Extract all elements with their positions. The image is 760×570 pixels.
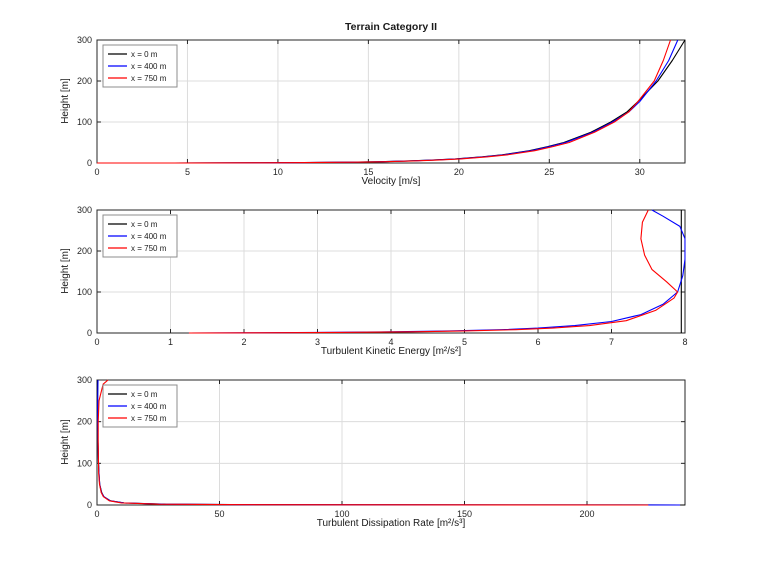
series-line-x-400-m <box>97 379 681 506</box>
ylabel-height-3: Height [m] <box>60 419 71 465</box>
series-line-x-400-m <box>188 209 686 334</box>
y-tick-label: 300 <box>77 205 92 215</box>
x-tick-label: 50 <box>214 509 224 519</box>
x-tick-label: 2 <box>241 337 246 347</box>
legend-label: x = 400 m <box>131 62 167 71</box>
series-line-x-750-m <box>97 379 649 506</box>
y-tick-label: 100 <box>77 117 92 127</box>
series-group <box>96 379 686 506</box>
y-tick-label: 200 <box>77 417 92 427</box>
legend-label: x = 0 m <box>131 50 158 59</box>
y-tick-label: 300 <box>77 375 92 385</box>
axes-box <box>96 39 686 164</box>
y-tick-label: 200 <box>77 246 92 256</box>
y-tick-label: 0 <box>87 328 92 338</box>
legend-label: x = 400 m <box>131 232 167 241</box>
x-tick-label: 100 <box>334 509 349 519</box>
xlabel-tke: Turbulent Kinetic Energy [m²/s²] <box>320 346 462 357</box>
x-tick-label: 4 <box>388 337 393 347</box>
x-tick-label: 8 <box>682 337 687 347</box>
x-tick-label: 30 <box>635 167 645 177</box>
ylabel-height-1: Height [m] <box>60 78 71 124</box>
series-group <box>97 39 686 164</box>
series-line-x-750-m <box>188 209 679 334</box>
xlabel-velocity: Velocity [m/s] <box>361 176 421 187</box>
grid <box>96 39 685 164</box>
legend-label: x = 0 m <box>131 220 158 229</box>
x-tick-label: 200 <box>579 509 594 519</box>
series-line-x-400-m <box>97 39 679 164</box>
x-tick-label: 3 <box>315 337 320 347</box>
figure-title: Terrain Category II <box>345 21 437 33</box>
legend-label: x = 0 m <box>131 390 158 399</box>
x-tick-label: 0 <box>94 337 99 347</box>
legend-label: x = 750 m <box>131 74 167 83</box>
y-tick-label: 100 <box>77 287 92 297</box>
series-line-x-0-m <box>97 39 686 164</box>
y-tick-label: 200 <box>77 76 92 86</box>
x-tick-label: 6 <box>535 337 540 347</box>
axes-box <box>96 379 686 506</box>
x-tick-label: 7 <box>609 337 614 347</box>
x-tick-label: 150 <box>457 509 472 519</box>
ylabel-height-2: Height [m] <box>60 248 71 294</box>
legend-label: x = 400 m <box>131 402 167 411</box>
x-tick-label: 0 <box>94 509 99 519</box>
x-tick-label: 20 <box>454 167 464 177</box>
legend: x = 0 m x = 400 m x = 750 m <box>102 44 178 88</box>
legend: x = 0 m x = 400 m x = 750 m <box>102 384 178 428</box>
series-group <box>188 209 686 334</box>
legend-label: x = 750 m <box>131 414 167 423</box>
x-tick-label: 5 <box>185 167 190 177</box>
xlabel-dissipation: Turbulent Dissipation Rate [m²/s³] <box>316 518 466 529</box>
legend-label: x = 750 m <box>131 244 167 253</box>
grid <box>96 209 686 334</box>
y-tick-label: 300 <box>77 35 92 45</box>
grid <box>96 379 685 506</box>
x-tick-label: 0 <box>94 167 99 177</box>
x-tick-label: 25 <box>544 167 554 177</box>
x-tick-label: 10 <box>273 167 283 177</box>
series-line-x-750-m <box>97 39 672 164</box>
series-line-x-0-m <box>96 379 686 506</box>
x-tick-label: 1 <box>168 337 173 347</box>
legend: x = 0 m x = 400 m x = 750 m <box>102 214 178 258</box>
y-tick-label: 0 <box>87 500 92 510</box>
subplot-2: 0 1 2 3 4 5 6 7 8 0 100 200 300 x = 0 m x = 400 m x = 7… <box>77 205 688 347</box>
y-tick-label: 0 <box>87 158 92 168</box>
x-tick-label: 5 <box>462 337 467 347</box>
x-tick-label: 15 <box>363 167 373 177</box>
y-tick-label: 100 <box>77 458 92 468</box>
